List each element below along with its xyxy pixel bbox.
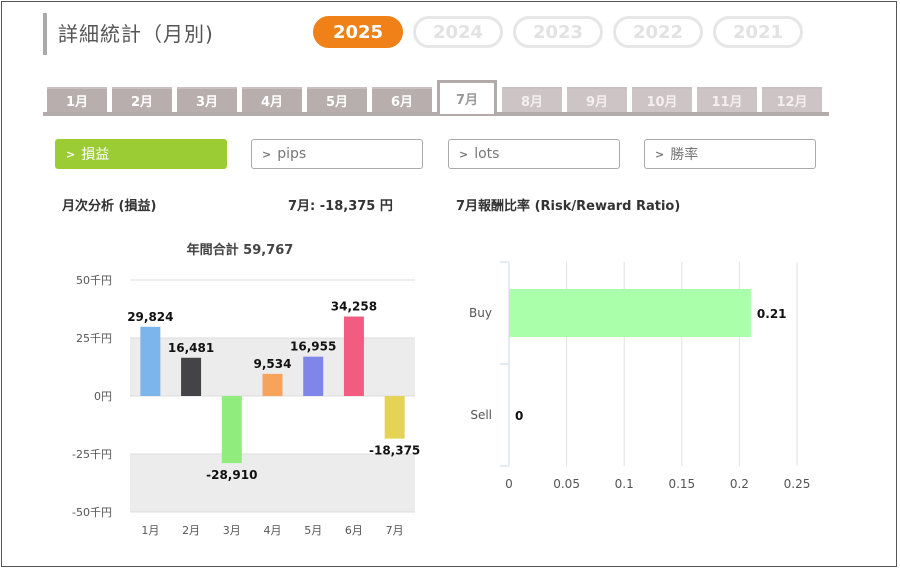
data-label: -28,910 <box>206 468 257 482</box>
chart-title: 年間合計 59,767 <box>187 242 294 258</box>
metric-label: pips <box>277 146 307 162</box>
month-tab-6[interactable]: 6月 <box>372 87 432 112</box>
data-label: 34,258 <box>331 300 377 314</box>
monthly-analysis-heading: 月次分析 (損益) <box>62 199 157 214</box>
metric-button-profit[interactable]: > 損益 <box>55 139 227 169</box>
data-label: -18,375 <box>369 444 420 458</box>
metric-button-lots[interactable]: > lots <box>448 139 620 169</box>
month-tab-3[interactable]: 3月 <box>177 87 237 112</box>
year-tab-2023[interactable]: 2023 <box>513 16 603 48</box>
year-tab-2024[interactable]: 2024 <box>413 16 503 48</box>
bar-6月 <box>343 316 364 396</box>
page-title: 詳細統計（月別) <box>58 22 214 46</box>
data-label: 16,955 <box>290 340 336 354</box>
metric-label: 勝率 <box>670 147 699 163</box>
month-tab-5[interactable]: 5月 <box>307 87 367 112</box>
x-tick-label: 3月 <box>223 524 241 537</box>
chevron-right-icon: > <box>655 147 665 161</box>
metric-button-winrate[interactable]: > 勝率 <box>644 139 816 169</box>
bar-5月 <box>303 356 324 396</box>
title-accent-bar <box>43 13 47 55</box>
metric-button-pips[interactable]: > pips <box>251 139 423 169</box>
month-tab-1[interactable]: 1月 <box>47 87 107 112</box>
year-selector: 2025 2024 2023 2022 2021 <box>313 16 803 48</box>
bar-3月 <box>221 396 242 464</box>
current-month-summary: 7月: -18,375 円 <box>288 199 393 214</box>
chevron-right-icon: > <box>459 147 469 161</box>
year-tab-2025[interactable]: 2025 <box>313 16 403 48</box>
year-tab-2021[interactable]: 2021 <box>713 16 803 48</box>
metric-label: 損益 <box>81 147 110 163</box>
data-label: 9,534 <box>254 357 292 371</box>
y-tick-label: 50千円 <box>76 274 112 287</box>
x-tick-label: 4月 <box>264 524 282 537</box>
month-tab-11[interactable]: 11月 <box>697 87 757 112</box>
y-tick-label: 25千円 <box>76 332 112 345</box>
x-tick-label: 1月 <box>141 524 159 537</box>
year-tab-2022[interactable]: 2022 <box>613 16 703 48</box>
bar-1月 <box>140 326 161 396</box>
month-tab-4[interactable]: 4月 <box>242 87 302 112</box>
y-tick-label: 0円 <box>94 390 112 403</box>
x-tick-label: 5月 <box>304 524 322 537</box>
y-tick-label: -50千円 <box>72 506 112 519</box>
month-tab-8[interactable]: 8月 <box>502 87 562 112</box>
bar-4月 <box>262 373 283 396</box>
month-tab-10[interactable]: 10月 <box>632 87 692 112</box>
metric-label: lots <box>474 146 500 162</box>
x-tick-label: 6月 <box>345 524 363 537</box>
x-tick-label: 7月 <box>386 524 404 537</box>
x-tick-label: 2月 <box>182 524 200 537</box>
y-tick-label: -25千円 <box>72 448 112 461</box>
month-tab-9[interactable]: 9月 <box>567 87 627 112</box>
month-tabs-underline <box>43 112 829 116</box>
month-tab-2[interactable]: 2月 <box>112 87 172 112</box>
data-label: 16,481 <box>168 341 214 355</box>
month-tab-12[interactable]: 12月 <box>762 87 822 112</box>
bar-7月 <box>384 396 405 439</box>
risk-reward-heading: 7月報酬比率 (Risk/Reward Ratio) <box>456 199 681 214</box>
chevron-right-icon: > <box>262 147 272 161</box>
month-tabs: 1月 2月 3月 4月 5月 6月 7月 8月 9月 10月 11月 12月 <box>43 80 829 116</box>
plot-band <box>130 454 415 512</box>
data-label: 29,824 <box>127 310 173 324</box>
chevron-right-icon: > <box>66 147 76 161</box>
bar-2月 <box>181 357 202 396</box>
month-tab-7[interactable]: 7月 <box>437 80 497 114</box>
